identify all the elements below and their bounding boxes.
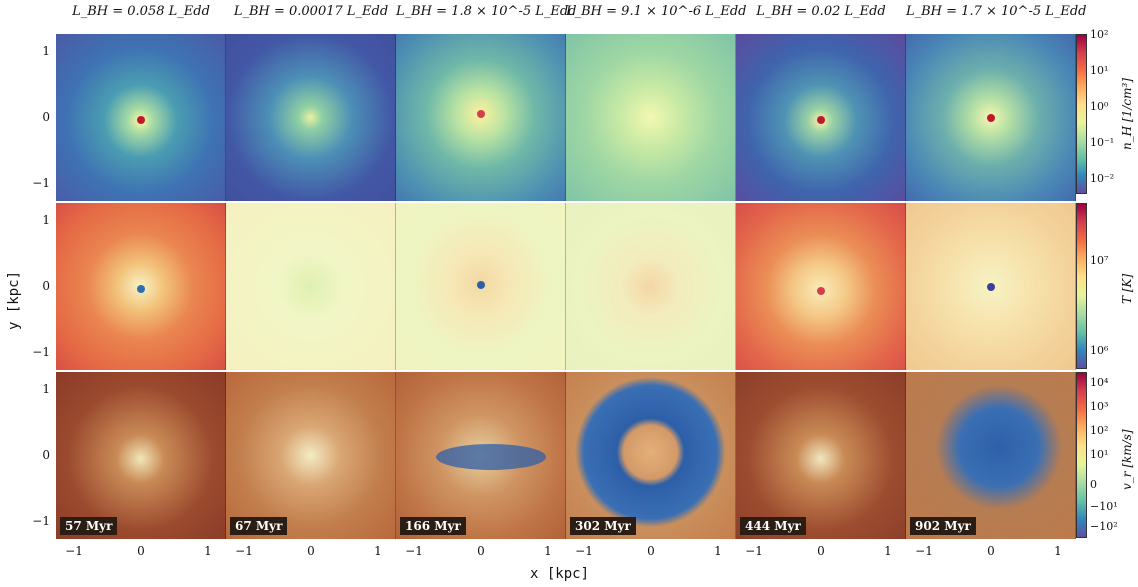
y-tick-label: 0: [42, 279, 50, 293]
temperature-panel-4: [566, 203, 736, 370]
velocity-colorbar-tick: 10³: [1090, 400, 1109, 413]
temperature-panel-2: [226, 203, 396, 370]
velocity-colorbar: [1076, 372, 1087, 538]
velocity-colorbar-tick: 10⁴: [1090, 376, 1109, 389]
temperature-panel-6: [906, 203, 1076, 370]
x-tick-label: 1: [884, 544, 892, 558]
density-core: [987, 114, 995, 122]
y-tick-label: −1: [32, 345, 50, 359]
temperature-core: [817, 287, 825, 295]
velocity-colorbar-tick: −10¹: [1090, 500, 1118, 513]
velocity-colorbar-tick: 10¹: [1090, 448, 1109, 461]
y-tick-label: −1: [32, 514, 50, 528]
velocity-panel-3: 166 Myr: [396, 372, 566, 539]
x-tick-label: −1: [405, 544, 423, 558]
density-panel-5: [736, 34, 906, 201]
density-colorbar: [1076, 34, 1087, 194]
x-axis-label: x [kpc]: [530, 566, 590, 582]
x-tick-label: 1: [1054, 544, 1062, 558]
column-title-6: L_BH = 1.7 × 10^-5 L_Edd: [906, 4, 1087, 19]
density-core: [477, 110, 485, 118]
x-tick-label: 0: [307, 544, 315, 558]
time-label: 67 Myr: [230, 517, 288, 535]
density-panel-3: [396, 34, 566, 201]
x-tick-label: 1: [374, 544, 382, 558]
density-colorbar-tick: 10⁻²: [1090, 172, 1115, 185]
y-tick-label: 1: [42, 44, 50, 58]
velocity-panel-5: 444 Myr: [736, 372, 906, 539]
y-tick-label: 0: [42, 110, 50, 124]
x-tick-label: 1: [544, 544, 552, 558]
y-tick-label: 1: [42, 382, 50, 396]
density-panel-2: [226, 34, 396, 201]
x-tick-label: 0: [987, 544, 995, 558]
velocity-panel-6: 902 Myr: [906, 372, 1076, 539]
time-label: 166 Myr: [400, 517, 466, 535]
temperature-colorbar: [1076, 203, 1087, 369]
density-core: [137, 116, 145, 124]
outflow-region: [436, 444, 546, 470]
x-tick-label: −1: [745, 544, 763, 558]
density-panel-6: [906, 34, 1076, 201]
column-title-1: L_BH = 0.058 L_Edd: [72, 4, 210, 19]
density-core: [817, 116, 825, 124]
temperature-colorbar-tick: 10⁷: [1090, 254, 1109, 267]
column-title-3: L_BH = 1.8 × 10^-5 L_Edd: [396, 4, 577, 19]
x-tick-label: 0: [137, 544, 145, 558]
temperature-colorbar-tick: 10⁶: [1090, 344, 1109, 357]
temperature-core: [477, 281, 485, 289]
time-label: 902 Myr: [910, 517, 976, 535]
y-tick-label: −1: [32, 176, 50, 190]
y-tick-label: 0: [42, 448, 50, 462]
density-colorbar-label: n_H [1/cm³]: [1120, 78, 1134, 150]
x-tick-label: −1: [235, 544, 253, 558]
temperature-core: [987, 283, 995, 291]
density-panel-4: [566, 34, 736, 201]
time-label: 302 Myr: [570, 517, 636, 535]
density-colorbar-tick: 10⁰: [1090, 100, 1109, 113]
x-tick-label: 0: [647, 544, 655, 558]
density-colorbar-tick: 10⁻¹: [1090, 136, 1115, 149]
density-colorbar-tick: 10²: [1090, 28, 1109, 41]
temperature-panel-3: [396, 203, 566, 370]
column-title-2: L_BH = 0.00017 L_Edd: [233, 4, 389, 19]
x-tick-label: −1: [65, 544, 83, 558]
x-tick-label: −1: [575, 544, 593, 558]
temperature-colorbar-label: T [K]: [1120, 273, 1134, 304]
x-tick-label: 0: [817, 544, 825, 558]
velocity-colorbar-tick: 10²: [1090, 424, 1109, 437]
x-tick-label: 1: [714, 544, 722, 558]
velocity-colorbar-tick: −10²: [1090, 520, 1118, 533]
velocity-panel-1: 57 Myr: [56, 372, 226, 539]
temperature-panel-1: [56, 203, 226, 370]
velocity-colorbar-label: v_r [km/s]: [1120, 429, 1134, 490]
velocity-panel-4: 302 Myr: [566, 372, 736, 539]
x-tick-label: 1: [204, 544, 212, 558]
temperature-panel-5: [736, 203, 906, 370]
density-panel-1: [56, 34, 226, 201]
x-tick-label: 0: [477, 544, 485, 558]
time-label: 444 Myr: [740, 517, 806, 535]
density-colorbar-tick: 10¹: [1090, 64, 1109, 77]
time-label: 57 Myr: [60, 517, 118, 535]
x-tick-label: −1: [915, 544, 933, 558]
temperature-core: [137, 285, 145, 293]
velocity-colorbar-tick: 0: [1090, 478, 1097, 491]
y-axis-label: y [kpc]: [6, 270, 22, 330]
column-title-5: L_BH = 0.02 L_Edd: [756, 4, 886, 19]
y-tick-label: 1: [42, 213, 50, 227]
column-title-4: L_BH = 9.1 × 10^-6 L_Edd: [566, 4, 747, 19]
velocity-panel-2: 67 Myr: [226, 372, 396, 539]
